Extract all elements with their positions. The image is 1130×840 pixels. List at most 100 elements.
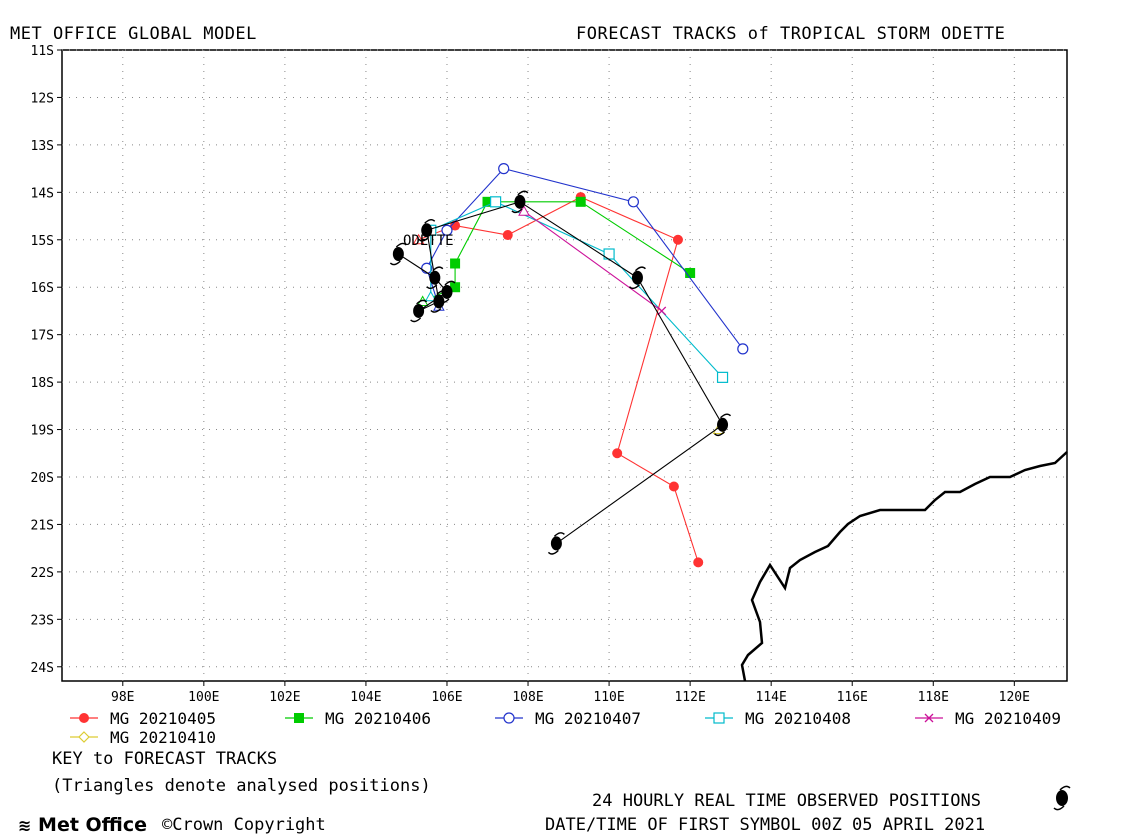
track-point — [714, 413, 732, 437]
legend-label: MG 20210408 — [745, 709, 851, 728]
cyclone-arm — [517, 190, 529, 196]
cyclone-arm — [628, 284, 640, 290]
lon-tick-label: 112E — [674, 690, 705, 705]
legend-item: MG 20210410 — [70, 728, 216, 747]
observed-positions — [389, 190, 732, 555]
marker-x — [924, 713, 934, 723]
track-point — [450, 258, 461, 269]
key-note: (Triangles denote analysed positions) — [52, 776, 431, 796]
track-point — [426, 266, 444, 290]
track-line-mg-20210408 — [430, 201, 723, 378]
marker-filled-circle — [668, 481, 679, 492]
marker-diamond — [78, 731, 90, 743]
track-point — [685, 267, 696, 278]
track-point — [418, 218, 436, 242]
track-point — [389, 242, 407, 266]
cyclone-arm — [444, 280, 456, 286]
lon-tick-label: 110E — [593, 690, 624, 705]
chart-title: FORECAST TRACKS of TROPICAL STORM ODETTE — [576, 24, 1006, 44]
lon-tick-label: 104E — [350, 690, 381, 705]
first-symbol-date: DATE/TIME OF FIRST SYMBOL 00Z 05 APRIL 2… — [545, 815, 986, 835]
lat-tick-label: 15S — [31, 234, 54, 249]
lat-tick-label: 18S — [31, 376, 54, 391]
cyclone-arm — [410, 317, 422, 323]
track-point — [511, 190, 529, 214]
lon-tick-label: 120E — [999, 690, 1030, 705]
lat-tick-label: 17S — [31, 329, 54, 344]
marker-open-circle — [627, 196, 639, 208]
map-grid — [62, 49, 1067, 681]
cyclone-arm — [720, 413, 732, 419]
legend-marker — [924, 713, 934, 723]
marker-filled-circle — [450, 220, 461, 231]
marker-filled-circle — [672, 234, 683, 245]
legend-item: MG 20210409 — [915, 709, 1061, 728]
lon-tick-label: 106E — [431, 690, 462, 705]
cyclone-body — [717, 417, 729, 432]
legend-marker — [713, 712, 725, 724]
track-point — [693, 557, 704, 568]
track-point — [628, 266, 646, 290]
legend-item: MG 20210405 — [70, 709, 216, 728]
track-point — [657, 306, 667, 316]
track-point — [575, 196, 586, 207]
lat-tick-label: 11S — [31, 44, 54, 59]
marker-open-square — [490, 196, 502, 208]
legend-marker — [79, 713, 89, 723]
track-point — [430, 290, 448, 313]
track-point — [716, 371, 729, 383]
track-line-mg-20210409 — [523, 210, 663, 312]
lat-tick-label: 19S — [31, 424, 54, 439]
legend-item: MG 20210406 — [285, 709, 431, 728]
cyclone-body — [550, 536, 562, 551]
key-title: KEY to FORECAST TRACKS — [52, 749, 278, 769]
legend-item: MG 20210407 — [495, 709, 641, 728]
lon-tick-label: 100E — [188, 690, 219, 705]
cyclone-body — [421, 223, 433, 238]
track-line-mg-20210405 — [418, 196, 699, 563]
track-point — [421, 262, 433, 274]
marker-open-square — [716, 371, 729, 383]
marker-filled-square — [294, 713, 304, 723]
analysed-position-triangle — [518, 205, 530, 216]
track-line-mg-20210407 — [426, 167, 744, 350]
analysed-position-triangle — [412, 233, 425, 245]
cyclone-arm — [634, 266, 646, 272]
track-point — [668, 481, 679, 492]
lon-tick-label: 116E — [837, 690, 868, 705]
lat-tick-label: 23S — [31, 613, 54, 628]
marker-filled-square — [450, 258, 461, 269]
cyclone-arm — [714, 431, 726, 437]
cyclone-body — [514, 194, 526, 209]
model-title: MET OFFICE GLOBAL MODEL — [10, 24, 257, 44]
track-line-observed — [398, 201, 724, 544]
cyclone-arm — [511, 208, 523, 214]
lat-tick-label: 14S — [31, 186, 54, 201]
cyclone-body — [429, 270, 441, 285]
cyclone-arm — [426, 284, 438, 290]
cyclone-body — [433, 294, 445, 309]
legend: MG 20210405 MG 20210406 MG 20210407 MG 2021… — [70, 709, 1061, 747]
analysed-position-triangle — [424, 290, 437, 302]
marker-open-circle — [421, 262, 433, 274]
lon-tick-label: 98E — [111, 690, 134, 705]
cyclone-body — [413, 303, 425, 318]
marker-open-square — [713, 712, 725, 724]
cyclone-arm — [430, 307, 442, 313]
cyclone-arm — [436, 290, 448, 295]
observed-positions-label: 24 HOURLY REAL TIME OBSERVED POSITIONS — [592, 791, 981, 811]
marker-filled-circle — [693, 557, 704, 568]
legend-label: MG 20210407 — [535, 709, 641, 728]
marker-filled-square — [575, 196, 586, 207]
lon-tick-label: 118E — [918, 690, 949, 705]
lon-tick-label: 108E — [512, 690, 543, 705]
marker-filled-square — [685, 267, 696, 278]
cyclone-body — [392, 247, 404, 262]
track-point — [498, 163, 510, 175]
met-office-logo-text: Met Office — [38, 814, 148, 836]
track-point — [450, 220, 461, 231]
lat-tick-label: 13S — [31, 139, 54, 154]
track-point — [612, 448, 623, 459]
forecast-tracks — [412, 163, 749, 568]
legend-item: MG 20210408 — [705, 709, 851, 728]
